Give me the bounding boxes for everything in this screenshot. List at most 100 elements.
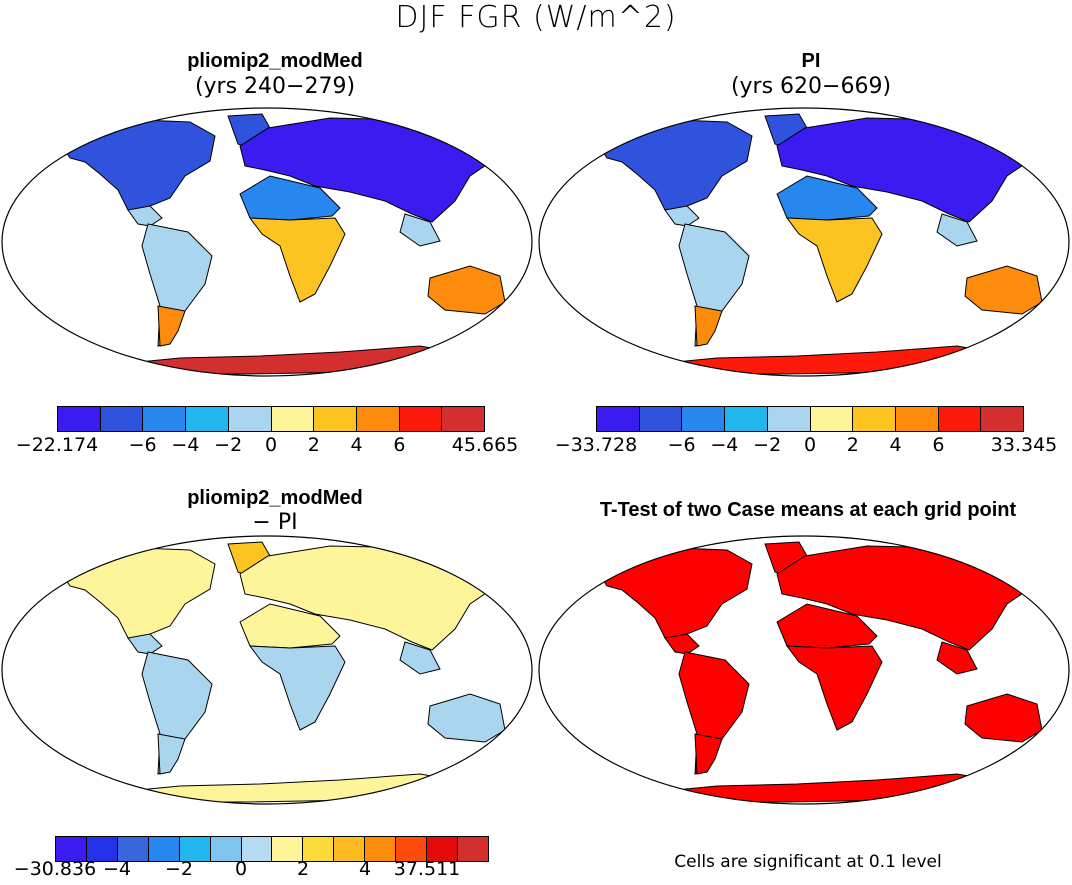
panel3-subtitle: − PI (252, 510, 298, 535)
colorbar-swatch (241, 837, 273, 861)
colorbar-tick-label: 45.665 (451, 434, 519, 456)
continent-patagonia (694, 305, 723, 347)
colorbar-tick-label: 4 (350, 434, 363, 456)
map-outline (538, 107, 1070, 377)
colorbar-tick-label: −6 (667, 434, 696, 456)
colorbar-swatch (639, 407, 683, 431)
colorbar-swatch (682, 407, 726, 431)
colorbar-tick-label: −33.728 (554, 434, 638, 456)
colorbar-tick-label: −4 (102, 858, 132, 880)
colorbar-swatch (143, 407, 187, 431)
colorbar-tick-label: −6 (128, 434, 157, 456)
colorbar-swatch (597, 407, 640, 431)
colorbar-swatch (399, 407, 443, 431)
colorbar-tick-label: 0 (264, 434, 278, 456)
continent-antarctica (117, 345, 456, 375)
panel2-subtitle: (yrs 620−669) (730, 74, 892, 99)
continent-tropics (127, 633, 441, 675)
colorbar-swatch (148, 837, 180, 861)
map-outline (538, 535, 1070, 805)
panel3-colorbar-labels: −30.836 −4 −2 0 2 4 37.511 (14, 858, 489, 885)
continent-africa-south (785, 217, 883, 303)
panel3-title: pliomip2_modMed (187, 487, 363, 509)
map-outline (1, 107, 533, 377)
continent-africa-south (248, 645, 346, 731)
colorbar-swatch (442, 407, 485, 431)
panel3-colorbar (55, 836, 489, 862)
significance-note: Cells are significant at 0.1 level (674, 852, 942, 872)
panel4-title: T-Test of two Case means at each grid po… (599, 499, 1017, 521)
colorbar-tick-label: 6 (393, 434, 406, 456)
continent-patagonia (157, 733, 186, 775)
continent-antarctica (117, 773, 456, 803)
colorbar-swatch (895, 407, 939, 431)
continent-north-america (598, 547, 753, 647)
continent-australia (964, 265, 1043, 315)
panel1-title: pliomip2_modMed (187, 50, 363, 72)
colorbar-tick-label: 2 (296, 858, 310, 880)
colorbar-tick-label: 2 (846, 434, 859, 456)
continent-antarctica (654, 345, 993, 375)
continent-australia (427, 265, 506, 315)
panel2-colorbar (596, 406, 1024, 432)
continent-north-america (598, 119, 753, 219)
colorbar-swatch (210, 837, 242, 861)
colorbar-tick-label: 37.511 (393, 858, 461, 880)
panel1-map (1, 107, 533, 377)
continent-australia (427, 693, 506, 743)
colorbar-swatch (86, 837, 118, 861)
colorbar-tick-label: −2 (214, 434, 243, 456)
colorbar-tick-label: 4 (358, 858, 372, 880)
colorbar-swatch (457, 837, 488, 861)
colorbar-swatch (356, 407, 400, 431)
colorbar-swatch (58, 407, 101, 431)
colorbar-swatch (853, 407, 896, 431)
colorbar-tick-label: 4 (889, 434, 902, 456)
colorbar-tick-label: −4 (171, 434, 200, 456)
colorbar-swatch (981, 407, 1024, 431)
colorbar-swatch (303, 837, 335, 861)
continent-patagonia (157, 305, 186, 347)
panel2-map (538, 107, 1070, 377)
continent-africa-south (248, 217, 346, 303)
colorbar-swatch (396, 837, 428, 861)
colorbar-swatch (186, 407, 229, 431)
colorbar-swatch (365, 837, 397, 861)
colorbar-swatch (427, 837, 458, 861)
colorbar-tick-label: −4 (710, 434, 739, 456)
colorbar-tick-label: −22.174 (15, 434, 99, 456)
continent-north-america (61, 119, 216, 219)
colorbar-tick-label: −2 (753, 434, 782, 456)
continent-north-america (61, 547, 216, 647)
colorbar-swatch (938, 407, 982, 431)
colorbar-swatch (810, 407, 854, 431)
panel1-subtitle: (yrs 240−279) (194, 74, 356, 99)
colorbar-swatch (228, 407, 272, 431)
colorbar-swatch (272, 837, 304, 861)
colorbar-swatch (271, 407, 315, 431)
colorbar-swatch (767, 407, 811, 431)
colorbar-swatch (314, 407, 357, 431)
colorbar-tick-label: 33.345 (990, 434, 1058, 456)
panel4-map (538, 535, 1070, 805)
continent-tropics (127, 205, 441, 247)
panel3-map (1, 535, 533, 805)
colorbar-swatch (56, 837, 87, 861)
continent-australia (964, 693, 1043, 743)
colorbar-swatch (100, 407, 144, 431)
map-outline (1, 535, 533, 805)
continent-africa-south (785, 645, 883, 731)
colorbar-swatch (725, 407, 768, 431)
panel1-colorbar-labels: −22.174 −6 −4 −2 0 2 4 6 45.665 (16, 434, 518, 464)
colorbar-swatch (179, 837, 211, 861)
continent-patagonia (694, 733, 723, 775)
continent-tropics (664, 633, 978, 675)
colorbar-tick-label: 0 (234, 858, 248, 880)
continent-antarctica (654, 773, 993, 803)
figure-title: DJF FGR (W/m^2) (395, 0, 677, 35)
panel2-title: PI (801, 50, 821, 72)
panel2-colorbar-labels: −33.728 −6 −4 −2 0 2 4 6 33.345 (555, 434, 1057, 464)
colorbar-swatch (334, 837, 366, 861)
panel1-colorbar (57, 406, 485, 432)
colorbar-tick-label: 2 (307, 434, 320, 456)
